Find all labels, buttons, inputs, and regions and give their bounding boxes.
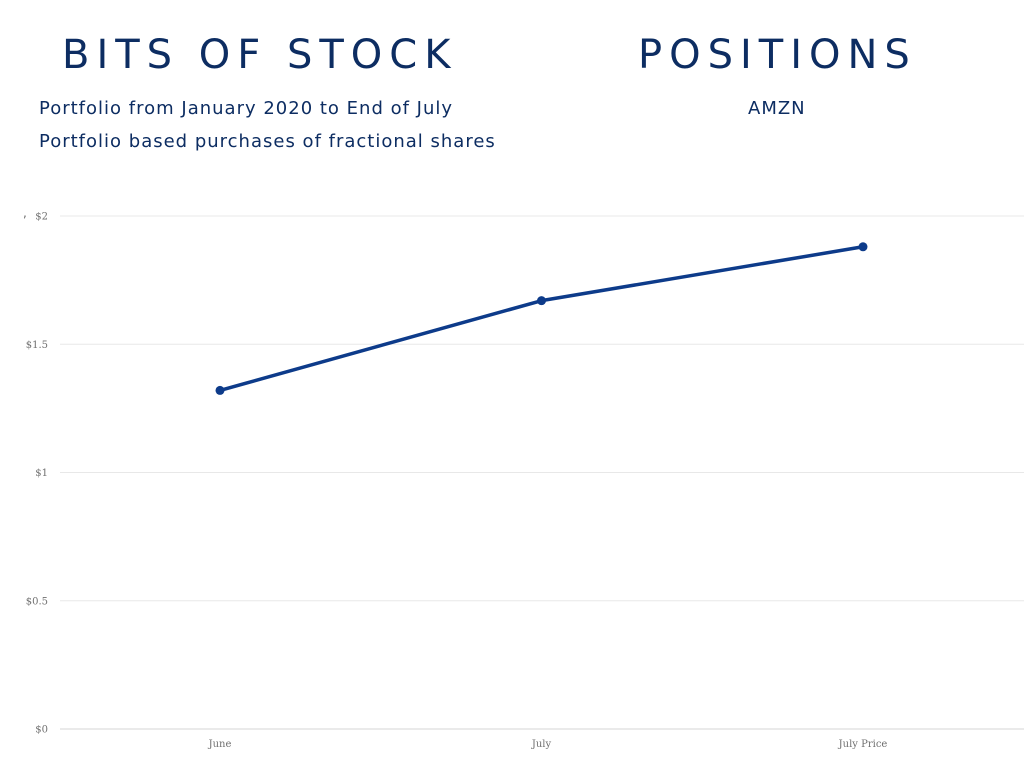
bits-of-stock-title: BITS OF STOCK (62, 32, 458, 78)
series-line (218, 245, 865, 393)
y-tick-label: $1 (35, 468, 48, 479)
portfolio-period-subtitle: Portfolio from January 2020 to End of Ju… (39, 98, 454, 119)
y-tick-label: $2 (35, 212, 48, 223)
data-point (537, 296, 546, 306)
stray-comma-mark: , (23, 206, 27, 220)
y-tick-label: $0.5 (26, 596, 48, 607)
y-tick-label: $1.5 (26, 340, 48, 351)
x-tick-label: July (531, 739, 552, 750)
positions-title: POSITIONS (638, 32, 917, 78)
portfolio-description-subtitle: Portfolio based purchases of fractional … (39, 131, 496, 152)
x-tick-label: June (208, 739, 232, 750)
data-point (858, 242, 868, 252)
ticker-label: AMZN (748, 98, 806, 119)
x-tick-label: July Price (838, 739, 888, 750)
y-tick-label: $0 (35, 725, 48, 736)
data-point (215, 385, 225, 395)
